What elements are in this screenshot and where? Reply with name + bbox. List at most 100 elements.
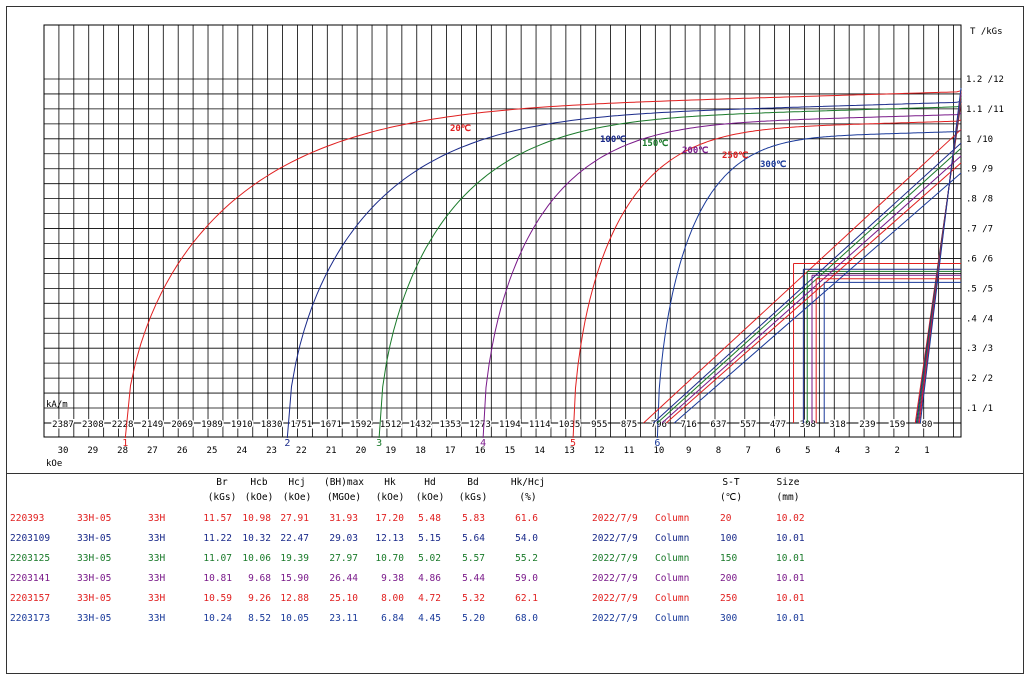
table-cell-temp: 200: [720, 573, 738, 584]
x-tick-label-koe: 30: [58, 446, 69, 456]
curve-label: 100℃: [600, 134, 626, 145]
x-tick-label-koe: 19: [385, 446, 396, 456]
table-cell-type: 33H: [148, 573, 166, 584]
x-tick-label-koe: 12: [594, 446, 605, 456]
y-tick-label: .9 /9: [966, 165, 993, 175]
table-header-unit: (mm): [776, 492, 800, 503]
axes: 2387 2308 2228 2149 2069 1989 1910 1830 1751 1671…: [44, 75, 1004, 456]
y-tick-label: .5 /5: [966, 284, 993, 294]
x-tick-label-koe: 28: [117, 446, 128, 456]
table-cell-Br: 11.22: [203, 533, 232, 544]
table-cell-Bd: 5.32: [462, 593, 485, 604]
x-tick-label-koe: 13: [564, 446, 575, 456]
x-tick-label-kam: 1910: [231, 420, 253, 430]
table-cell-shape: Column: [655, 553, 690, 564]
y-tick-label: 1 /10: [966, 135, 993, 145]
x-tick-label-kam: 1671: [320, 420, 342, 430]
table-cell-Hk: 17.20: [375, 513, 404, 524]
x-tick-label-kam: 1989: [201, 420, 223, 430]
table-cell-Hcj: 27.91: [280, 513, 309, 524]
table-cell-type: 33H: [148, 613, 166, 624]
x-tick-label-koe: 7: [746, 446, 751, 456]
table-cell-Hcb: 9.26: [248, 593, 271, 604]
x-tick-label-koe: 27: [147, 446, 158, 456]
table-cell-date: 2022/7/9: [592, 553, 638, 564]
curves: [124, 90, 962, 438]
curve-marker: 4: [480, 438, 486, 449]
table-cell-BHmax: 29.03: [329, 533, 358, 544]
table-cell-Hcj: 10.05: [280, 613, 309, 624]
x-tick-label-kam: 716: [681, 420, 697, 430]
x-tick-label-kam: 477: [770, 420, 786, 430]
table-row: 2203125 33H-05 33H 11.07 10.06 19.39 27.97 10.7…: [0, 553, 1031, 569]
table-cell-HkHcj: 55.2: [515, 553, 538, 564]
table-cell-date: 2022/7/9: [592, 513, 638, 524]
x-tick-label-koe: 3: [865, 446, 870, 456]
curve-marker: 2: [284, 438, 290, 449]
x-tick-label-koe: 14: [534, 446, 545, 456]
table-header-unit: (kOe): [375, 492, 405, 503]
table-cell-BHmax: 23.11: [329, 613, 358, 624]
table-header: S-T: [722, 477, 740, 488]
table-cell-Hk: 6.84: [381, 613, 404, 624]
table-cell-id: 2203157: [10, 593, 51, 604]
table-cell-Hcj: 12.88: [280, 593, 309, 604]
table-cell-Hcj: 19.39: [280, 553, 309, 564]
table-cell-grade: 33H-05: [77, 533, 112, 544]
demag-curve: [286, 100, 962, 438]
table-header-unit: (kOe): [282, 492, 312, 503]
table-cell-HkHcj: 59.0: [515, 573, 538, 584]
x-tick-label-koe: 21: [326, 446, 337, 456]
table-cell-grade: 33H-05: [77, 573, 112, 584]
x-tick-label-koe: 29: [87, 446, 98, 456]
table-cell-Br: 11.57: [203, 513, 232, 524]
x-tick-label-koe: 17: [445, 446, 456, 456]
x-tick-label-kam: 1273: [469, 420, 491, 430]
x-axis-label-kam: kA/m: [46, 400, 68, 410]
x-tick-label-kam: 239: [859, 420, 875, 430]
table-header: Hcj: [288, 477, 306, 488]
table-header: Hcb: [250, 477, 268, 488]
x-tick-label-koe: 2: [894, 446, 899, 456]
x-tick-label-koe: 24: [236, 446, 247, 456]
demag-curve: [124, 90, 962, 438]
table-cell-Hd: 4.86: [418, 573, 441, 584]
table-cell-temp: 150: [720, 553, 738, 564]
table-cell-Hcb: 8.52: [248, 613, 271, 624]
x-tick-label-kam: 955: [591, 420, 607, 430]
table-cell-id: 2203125: [10, 553, 51, 564]
report-frame: [6, 6, 1024, 674]
plot-area: [43, 24, 962, 438]
x-tick-label-kam: 2387: [52, 420, 74, 430]
x-tick-label-kam: 159: [889, 420, 905, 430]
x-tick-label-koe: 23: [266, 446, 277, 456]
bh-line: [643, 129, 962, 424]
demag-curve: [482, 112, 962, 438]
table-cell-id: 2203141: [10, 573, 51, 584]
x-tick-label-kam: 1114: [529, 420, 551, 430]
table-cell-date: 2022/7/9: [592, 533, 638, 544]
curve-marker: 1: [122, 438, 128, 449]
table-row: 2203109 33H-05 33H 11.22 10.32 22.47 29.03 12.1…: [0, 533, 1031, 549]
table-cell-temp: 250: [720, 593, 738, 604]
table-cell-Bd: 5.44: [462, 573, 485, 584]
x-tick-label-kam: 557: [740, 420, 756, 430]
table-cell-size: 10.01: [776, 553, 805, 564]
table-header: (BH)max: [323, 477, 365, 488]
table-cell-id: 2203173: [10, 613, 51, 624]
x-tick-label-kam: 2228: [112, 420, 134, 430]
table-cell-type: 33H: [148, 593, 166, 604]
y-axis-label: T /kGs: [970, 27, 1003, 37]
table-row: 2203173 33H-05 33H 10.24 8.52 10.05 23.11 6.84 4…: [0, 613, 1031, 629]
y-tick-label: .4 /4: [966, 314, 993, 324]
table-cell-Bd: 5.57: [462, 553, 485, 564]
table-cell-Hk: 8.00: [381, 593, 404, 604]
table-cell-date: 2022/7/9: [592, 593, 638, 604]
table-cell-date: 2022/7/9: [592, 613, 638, 624]
bh-line: [673, 172, 962, 424]
table-header-unit: (kOe): [415, 492, 445, 503]
demagnetization-chart: 2387 2308 2228 2149 2069 1989 1910 1830 1751 1671…: [43, 24, 1004, 469]
table-cell-shape: Column: [655, 533, 690, 544]
table-cell-shape: Column: [655, 573, 690, 584]
curve-label: 250℃: [722, 150, 748, 161]
